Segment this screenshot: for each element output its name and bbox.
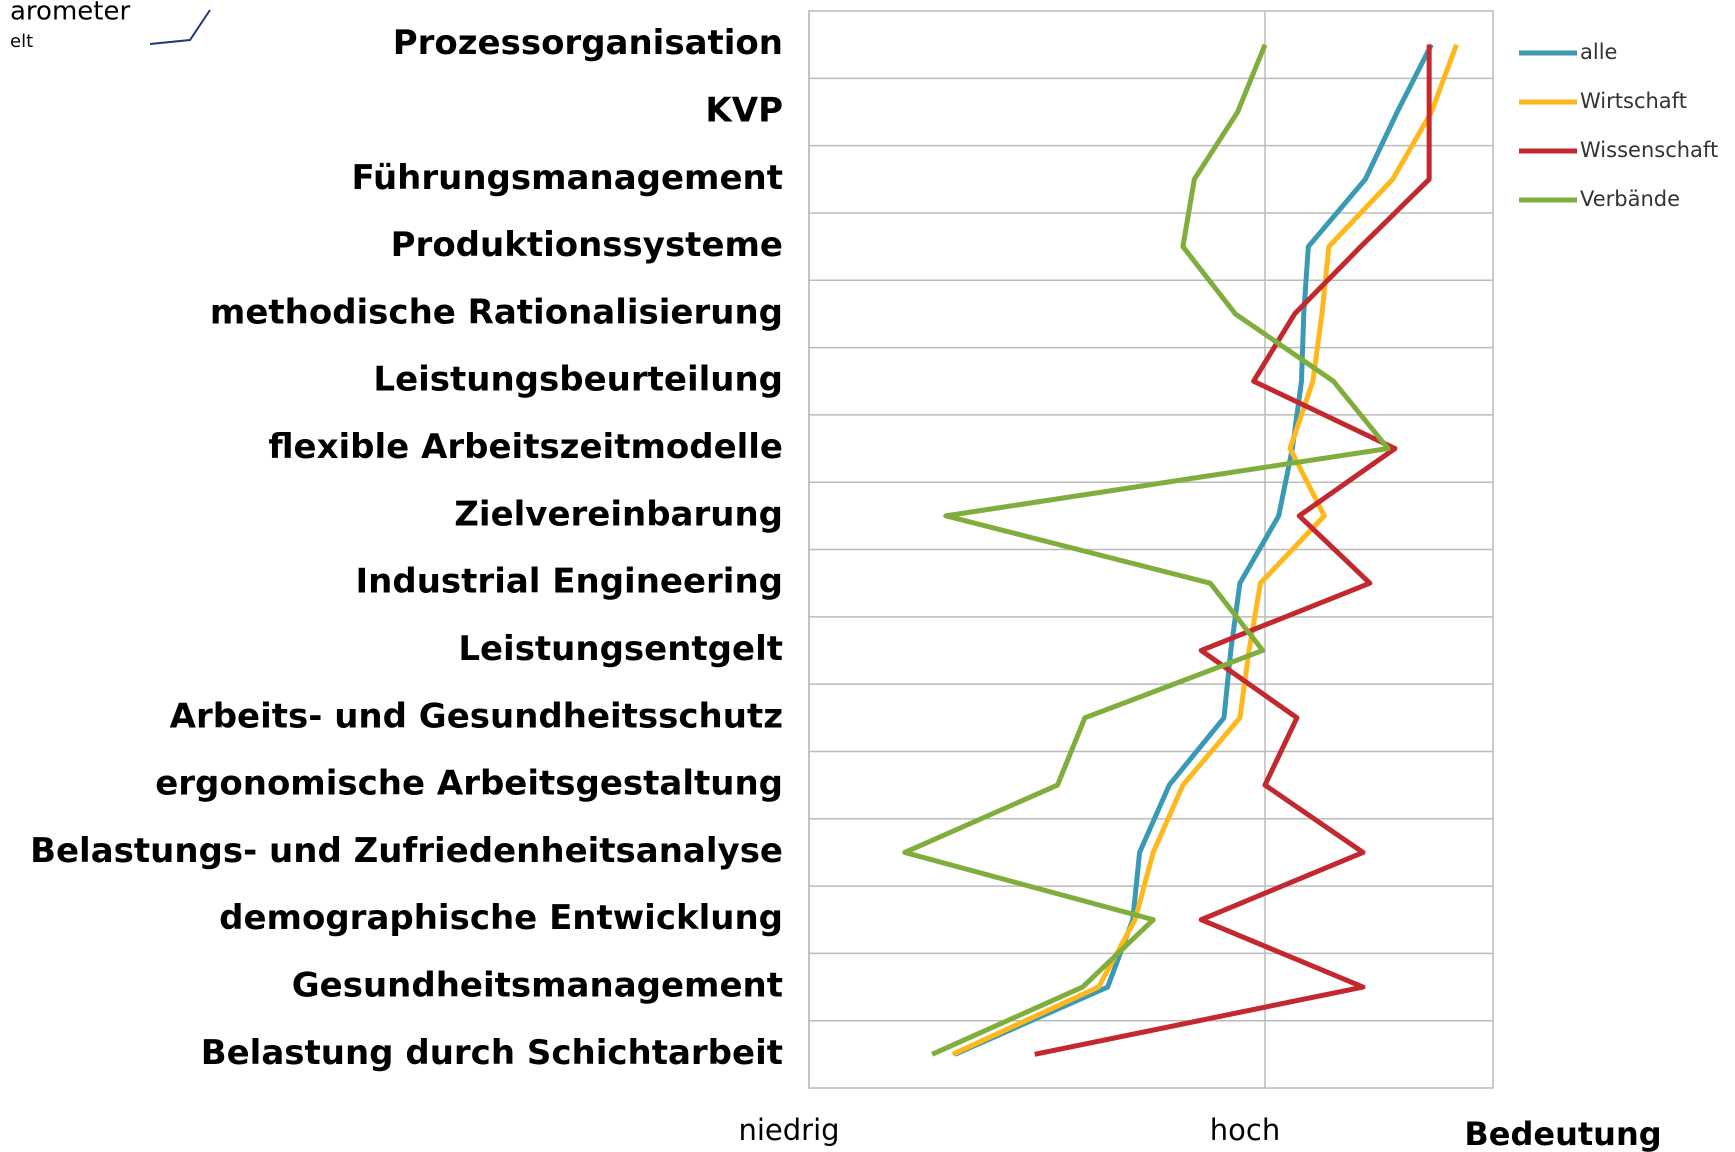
category-label: KVP xyxy=(705,90,783,130)
logo-arc xyxy=(149,9,211,45)
series-line xyxy=(1034,44,1432,1057)
x-tick-label: hoch xyxy=(1210,1113,1280,1147)
category-label: Prozessorganisation xyxy=(393,23,783,63)
x-axis-title: Bedeutung xyxy=(1464,1115,1661,1152)
category-label: Führungsmanagement xyxy=(351,158,783,198)
logo-text: arometer xyxy=(10,0,130,27)
category-label: ergonomische Arbeitsgestaltung xyxy=(155,764,783,804)
category-label: Leistungsbeurteilung xyxy=(373,360,783,400)
series-line xyxy=(951,43,1459,1057)
category-label: Belastung durch Schichtarbeit xyxy=(201,1033,783,1073)
logo-subtext: elt xyxy=(10,31,33,52)
legend-label: Wissenschaft xyxy=(1580,138,1718,162)
category-label: Produktionssysteme xyxy=(391,225,783,265)
category-label: demographische Entwicklung xyxy=(219,898,783,938)
legend-label: Wirtschaft xyxy=(1580,89,1687,113)
category-label: Arbeits- und Gesundheitsschutz xyxy=(170,696,783,736)
category-label: Belastungs- und Zufriedenheitsanalyse xyxy=(30,831,783,871)
category-label: Zielvereinbarung xyxy=(454,494,783,534)
x-tick-label: niedrig xyxy=(738,1113,839,1147)
category-label: Gesundheitsmanagement xyxy=(292,966,783,1006)
series-line xyxy=(953,43,1434,1057)
series-line xyxy=(902,43,1391,1057)
legend-label: alle xyxy=(1580,40,1617,64)
category-label: flexible Arbeitszeitmodelle xyxy=(268,427,783,467)
category-label: methodische Rationalisierung xyxy=(210,292,783,332)
category-label: Leistungsentgelt xyxy=(458,629,783,669)
legend-label: Verbände xyxy=(1580,187,1680,211)
category-label: Industrial Engineering xyxy=(356,562,783,602)
